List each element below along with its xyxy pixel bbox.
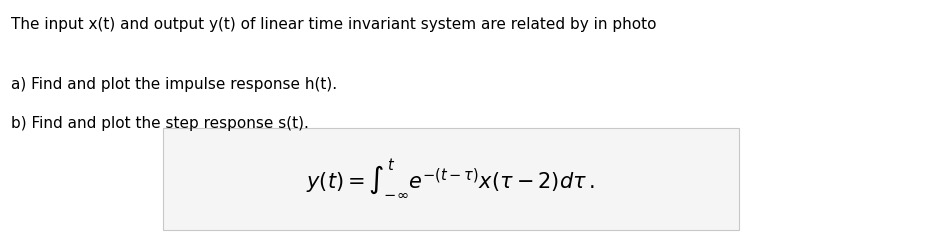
Text: The input x(t) and output y(t) of linear time invariant system are related by in: The input x(t) and output y(t) of linear…	[11, 17, 656, 32]
Text: $y(t) = \int_{-\infty}^{t} e^{-(t-\tau)}x(\tau - 2)d\tau\,.$: $y(t) = \int_{-\infty}^{t} e^{-(t-\tau)}…	[306, 158, 594, 200]
FancyBboxPatch shape	[162, 128, 738, 230]
Text: a) Find and plot the impulse response h(t).: a) Find and plot the impulse response h(…	[11, 77, 337, 92]
Text: b) Find and plot the step response s(t).: b) Find and plot the step response s(t).	[11, 116, 309, 131]
